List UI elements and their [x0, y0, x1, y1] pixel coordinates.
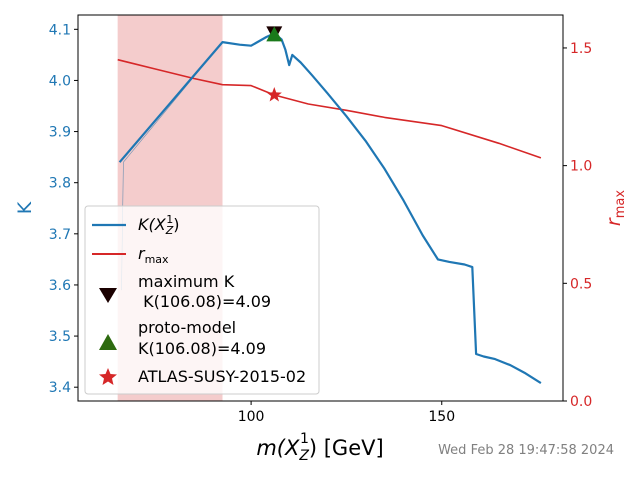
left-tick-label: 3.5 [49, 329, 71, 345]
legend-label-k-suffix: ) [173, 215, 179, 234]
left-tick-label: 3.8 [49, 176, 71, 192]
legend: K(XZ1) rmax maximum K K(106.08)=4.09 pro… [84, 205, 320, 395]
left-tick-label: 3.6 [49, 278, 71, 294]
x-axis-label-sup: 1 [300, 431, 309, 447]
plot-frame [77, 14, 564, 402]
series-line-1 [117, 58, 542, 159]
left-tick-label: 4.0 [49, 73, 71, 89]
legend-label-max-k-2: K(106.08)=4.09 [138, 292, 271, 311]
x-tick-label: 100 [238, 409, 265, 425]
legend-swatch-proto [99, 334, 117, 350]
right-tick-label: 0.5 [570, 276, 592, 292]
y-axis-left-label: K [14, 201, 36, 214]
legend-label-k: K(XZ1) [138, 213, 180, 237]
legend-label-rmax-main: r [138, 244, 146, 263]
left-axis-ticks: 3.4 3.5 3.6 3.7 3.8 3.9 4.0 4.1 [49, 22, 78, 396]
timestamp: Wed Feb 28 19:47:58 2024 [438, 443, 614, 458]
y-axis-right-label-main: r [603, 217, 625, 226]
legend-label-rmax: rmax [138, 244, 169, 266]
legend-label-k-main: K(X [138, 215, 167, 234]
x-axis-label: m(XZ1) [GeV] [256, 431, 383, 464]
legend-label-atlas: ATLAS-SUSY-2015-02 [138, 367, 306, 386]
right-tick-label: 1.5 [570, 41, 592, 57]
left-tick-label: 3.4 [49, 380, 71, 396]
markers-layer [266, 26, 283, 102]
x-axis-label-sub: Z [298, 448, 309, 464]
x-tick-label: 150 [428, 409, 455, 425]
left-tick-label: 4.1 [49, 22, 71, 38]
legend-label-rmax-sub: max [145, 253, 169, 266]
legend-label-proto-2: K(106.08)=4.09 [138, 339, 266, 358]
x-axis-ticks: 100 150 [238, 401, 455, 425]
legend-label-k-sub: Z [165, 224, 174, 237]
y-axis-right-label-sub: max [613, 190, 628, 219]
legend-box [84, 205, 320, 395]
x-axis-label-suffix: ) [GeV] [309, 436, 384, 460]
x-axis-label-prefix: m(X [256, 436, 300, 460]
marker-proto-model [266, 26, 283, 42]
legend-label-max-k-1: maximum K [138, 272, 235, 291]
left-tick-label: 3.7 [49, 227, 71, 243]
right-tick-label: 1.0 [570, 159, 592, 175]
legend-swatch-max-k [99, 288, 117, 303]
legend-swatch-atlas [99, 368, 117, 385]
marker-atlas-susy [266, 87, 282, 102]
right-axis-ticks: 0.0 0.5 1.0 1.5 [563, 41, 592, 410]
legend-label-k-sup: 1 [166, 213, 173, 226]
y-axis-right-label: rmax [603, 190, 628, 226]
right-tick-label: 0.0 [570, 394, 592, 410]
legend-label-proto-1: proto-model [138, 318, 236, 337]
left-tick-label: 3.9 [49, 125, 71, 141]
